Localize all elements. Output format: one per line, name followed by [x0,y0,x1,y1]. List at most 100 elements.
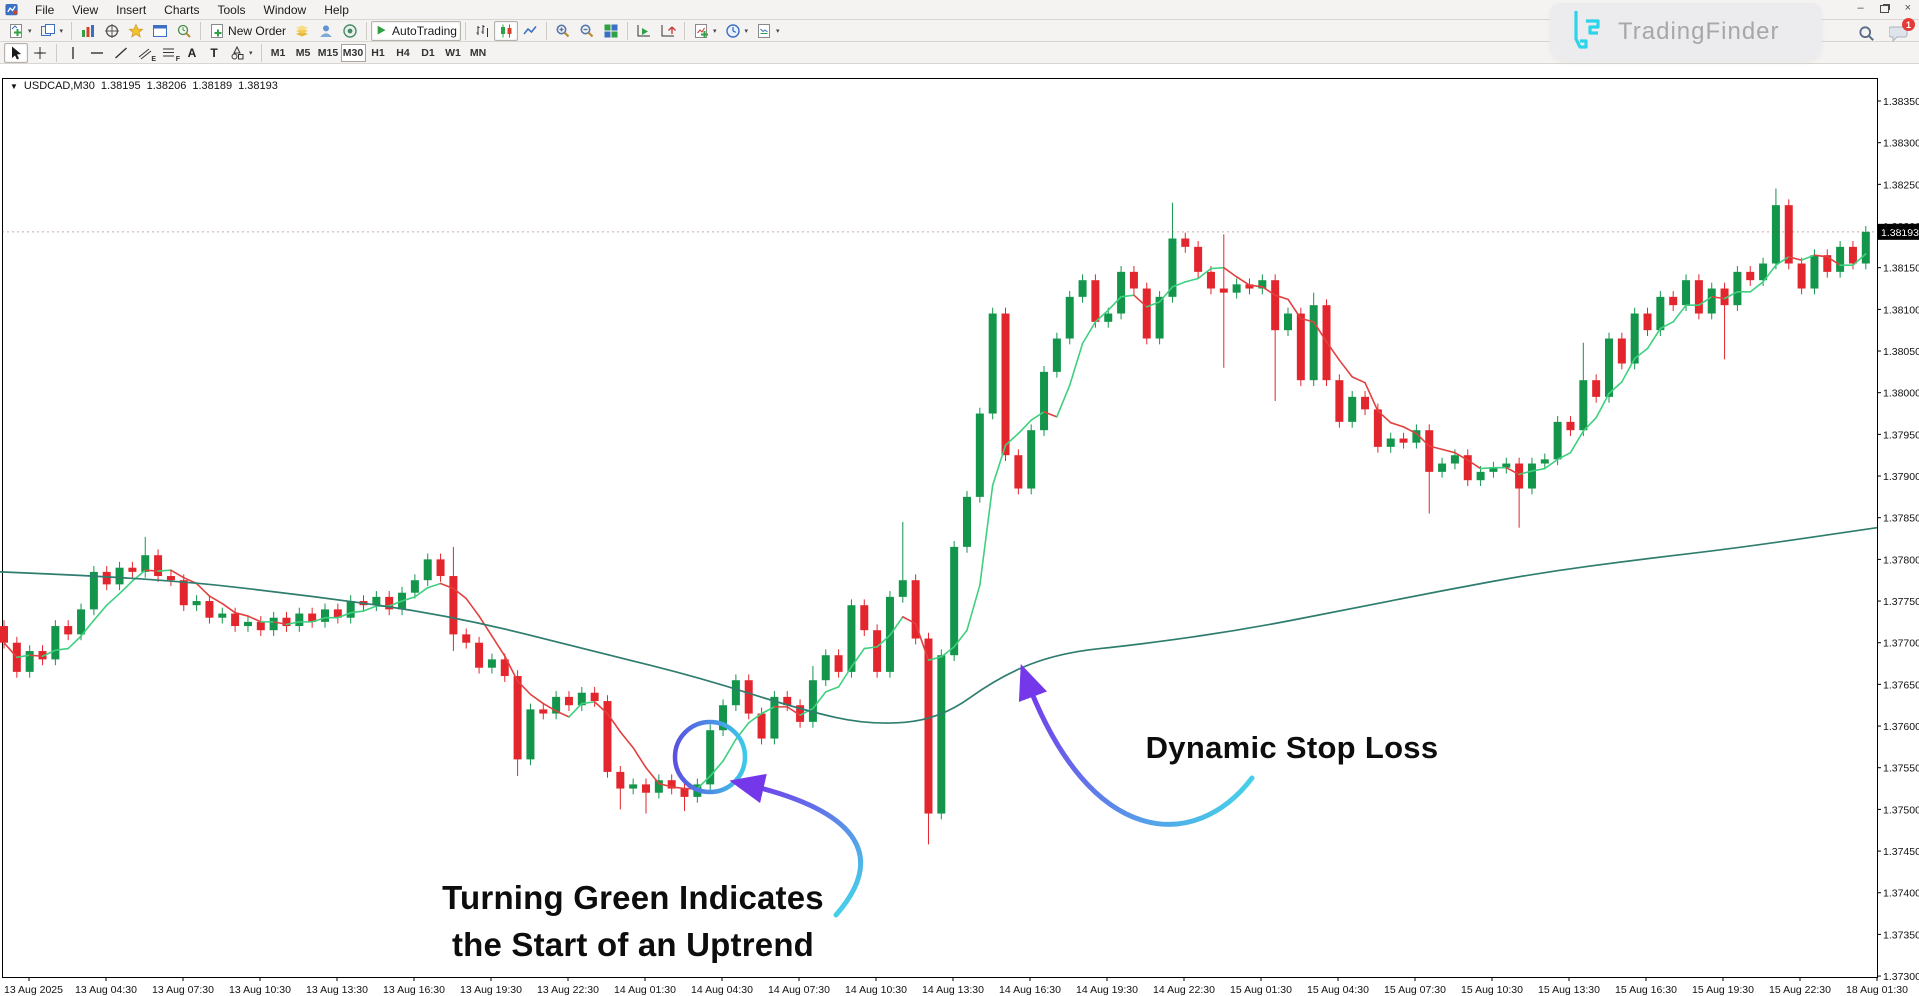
svg-text:1.37550: 1.37550 [1883,763,1919,775]
menu-file[interactable]: File [35,2,55,17]
chart-candles-icon[interactable] [493,20,518,41]
vertical-line-icon[interactable] [61,43,85,63]
svg-text:13 Aug 10:30: 13 Aug 10:30 [229,984,291,996]
svg-text:1.38200: 1.38200 [1883,221,1919,233]
svg-text:1.38350: 1.38350 [1883,96,1919,108]
svg-text:1.38193: 1.38193 [1881,227,1919,239]
fibonacci-icon[interactable]: F [163,48,180,63]
timeframe-d1[interactable]: D1 [421,46,435,59]
timeframe-m30[interactable]: M30 [340,43,366,62]
svg-text:1.38050: 1.38050 [1883,346,1919,358]
svg-text:1.38300: 1.38300 [1883,138,1919,150]
trendline-icon[interactable] [109,43,133,63]
tradingfinder-brand-text: TradingFinder [1618,18,1780,45]
svg-text:15 Aug 01:30: 15 Aug 01:30 [1230,984,1292,996]
window-controls: – × [1857,3,1911,14]
autotrading-button[interactable]: AutoTrading [371,20,461,41]
svg-text:14 Aug 22:30: 14 Aug 22:30 [1153,984,1215,996]
svg-text:13 Aug 16:30: 13 Aug 16:30 [383,984,445,996]
svg-text:13 Aug 13:30: 13 Aug 13:30 [306,984,368,996]
svg-text:1.37800: 1.37800 [1883,554,1919,566]
svg-text:1.37900: 1.37900 [1883,471,1919,483]
chat-icon[interactable]: 1 [1888,18,1915,47]
svg-text:1.37850: 1.37850 [1883,513,1919,525]
svg-text:15 Aug 13:30: 15 Aug 13:30 [1538,984,1600,996]
zoom-out-icon[interactable] [575,21,599,41]
menu-view[interactable]: View [72,2,99,17]
menu-window[interactable]: Window [263,2,307,17]
ohlc-close: 1.38193 [238,80,278,92]
toolbar-drawing: E F A T ▾ M1 M5 M15 M30 H1 H4 D1 W1 MN [0,42,1919,64]
community-icon[interactable] [314,21,338,41]
periods-icon[interactable]: ▾ [721,21,753,41]
search-icon[interactable] [1858,25,1875,47]
menu-charts[interactable]: Charts [164,2,200,17]
toolbar-separator [200,21,202,40]
crosshair-tool-icon[interactable] [28,43,52,63]
svg-text:15 Aug 16:30: 15 Aug 16:30 [1615,984,1677,996]
timeframe-h1[interactable]: H1 [371,46,385,59]
chart-shift-icon[interactable] [656,21,680,41]
zoom-in-icon[interactable] [551,21,575,41]
new-order-button[interactable]: New Order [205,21,290,41]
cursor-icon[interactable] [4,42,28,63]
svg-text:1.38100: 1.38100 [1883,304,1919,316]
market-watch-icon[interactable] [76,21,100,41]
timeframe-h4[interactable]: H4 [396,46,410,59]
navigator-icon[interactable] [124,21,148,41]
timeframe-m1[interactable]: M1 [270,46,286,59]
chart-symbol-ohlc-label[interactable]: ▼ USDCAD,M30 1.38195 1.38206 1.38189 1.3… [10,80,278,92]
candlestick-chart[interactable]: 1.381931.383501.383001.382501.382001.381… [0,64,1919,996]
timeframe-m5[interactable]: M5 [295,46,311,59]
svg-text:1.37500: 1.37500 [1883,804,1919,816]
svg-text:1.37350: 1.37350 [1883,929,1919,941]
equidistant-channel-icon[interactable]: E [133,43,157,63]
svg-text:15 Aug 07:30: 15 Aug 07:30 [1384,984,1446,996]
timeframe-w1[interactable]: W1 [445,46,461,59]
mql5-icon[interactable] [338,21,362,41]
toolbar-separator [626,21,628,40]
templates-icon[interactable]: ▾ [752,21,784,41]
restore-button[interactable] [1879,4,1889,13]
menu-tools[interactable]: Tools [217,2,246,17]
label-tool-icon[interactable]: T [210,45,218,60]
tile-windows-icon[interactable] [599,21,623,41]
tradingfinder-watermark: TradingFinder [1550,3,1822,61]
horizontal-line-icon[interactable] [85,43,109,63]
text-tool-icon[interactable]: A [187,45,197,60]
chart-area[interactable]: 1.38193 1.38350 1.38300 1.38250 1.38200 1.381… [0,64,1919,996]
toolbar-separator [56,43,57,62]
toolbar-separator [71,21,73,40]
timeframe-m15[interactable]: M15 [317,46,339,59]
indicators-icon[interactable]: ▾ [689,21,721,41]
svg-text:15 Aug 04:30: 15 Aug 04:30 [1307,984,1369,996]
annotation-turning-green-line1: Turning Green Indicates [442,879,824,916]
svg-text:1.37950: 1.37950 [1883,429,1919,441]
svg-text:18 Aug 01:30: 18 Aug 01:30 [1846,984,1908,996]
timeframe-mn[interactable]: MN [469,46,487,59]
new-chart-icon[interactable]: ▾ [4,21,36,41]
menu-help[interactable]: Help [324,2,349,17]
annotation-turning-green: Turning Green Indicates the Start of an … [398,874,868,968]
svg-text:1.37300: 1.37300 [1883,971,1919,983]
profiles-icon[interactable]: ▾ [36,21,68,41]
symbol-name: USDCAD,M30 [23,80,95,92]
minimize-button[interactable]: – [1857,2,1864,14]
chart-bars-icon[interactable] [470,21,494,41]
annotation-dynamic-stop-loss: Dynamic Stop Loss [1145,730,1439,765]
svg-text:15 Aug 10:30: 15 Aug 10:30 [1461,984,1523,996]
metaeditor-icon[interactable] [290,21,314,41]
svg-text:13 Aug 07:30: 13 Aug 07:30 [152,984,214,996]
menu-insert[interactable]: Insert [116,2,147,17]
svg-text:15 Aug 19:30: 15 Aug 19:30 [1692,984,1754,996]
notification-badge: 1 [1902,18,1915,31]
auto-scroll-icon[interactable] [632,21,656,41]
data-window-icon[interactable] [100,21,124,41]
shapes-icon[interactable]: ▾ [225,43,257,63]
terminal-icon[interactable] [148,21,172,41]
chart-line-icon[interactable] [518,21,542,41]
close-button[interactable]: × [1904,2,1911,14]
strategy-tester-icon[interactable] [172,21,196,41]
svg-text:1.37450: 1.37450 [1883,846,1919,858]
svg-text:14 Aug 04:30: 14 Aug 04:30 [691,984,753,996]
